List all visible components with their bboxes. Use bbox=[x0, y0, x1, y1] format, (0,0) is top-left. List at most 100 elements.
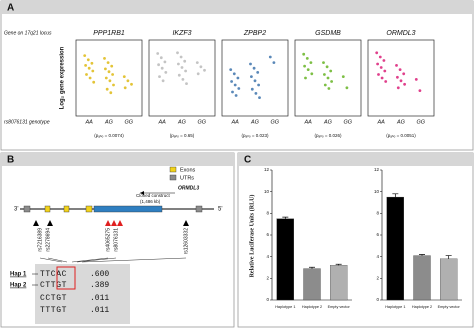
dot bbox=[302, 52, 306, 56]
snp-marker bbox=[33, 220, 189, 226]
x-tick-label: GG bbox=[344, 119, 353, 125]
plot-frame bbox=[367, 39, 435, 117]
dot bbox=[322, 61, 325, 64]
dot bbox=[85, 73, 88, 76]
haplotype-seq: TTCAC bbox=[40, 270, 67, 279]
dot bbox=[203, 68, 206, 72]
dot bbox=[398, 68, 402, 71]
x-tick-label: Empty vector bbox=[438, 305, 461, 309]
chart-title: GSDMB bbox=[315, 30, 341, 37]
highlight-box bbox=[56, 266, 76, 290]
legend-swatch bbox=[169, 174, 177, 181]
gene-label: Gene on 17q21 locus bbox=[4, 30, 52, 36]
snp-label: rs7216389 bbox=[37, 228, 43, 252]
dot bbox=[330, 80, 333, 83]
snp-label: rs8076131 bbox=[113, 228, 119, 252]
dot bbox=[161, 79, 165, 83]
dot bbox=[104, 67, 107, 71]
dot bbox=[418, 89, 422, 92]
dot bbox=[177, 62, 180, 66]
dot bbox=[181, 78, 185, 81]
hap-label: Hap 2 bbox=[10, 283, 27, 289]
dot bbox=[375, 51, 379, 55]
dot bbox=[176, 51, 179, 55]
panel-label: C bbox=[244, 155, 251, 166]
utr bbox=[23, 205, 31, 213]
dot bbox=[376, 62, 379, 66]
x-tick-label: Haplotype 1 bbox=[275, 305, 295, 309]
dot bbox=[377, 73, 380, 76]
dot bbox=[258, 96, 261, 99]
end-label: 5' bbox=[218, 207, 222, 213]
dot bbox=[341, 75, 345, 78]
dot bbox=[158, 75, 161, 78]
dot bbox=[323, 73, 326, 76]
x-tick-label: Empty vector bbox=[328, 305, 351, 309]
dot bbox=[106, 61, 110, 64]
error-bar bbox=[282, 216, 289, 219]
y-tick-label: 0 bbox=[376, 297, 379, 302]
panel-label: A bbox=[7, 3, 14, 14]
dot bbox=[83, 54, 87, 57]
dot bbox=[229, 68, 233, 71]
dot bbox=[395, 64, 398, 67]
error-bar bbox=[309, 266, 315, 269]
dot bbox=[112, 83, 115, 87]
dot bbox=[345, 86, 349, 90]
dot bbox=[234, 94, 238, 97]
y-tick-label: 4 bbox=[376, 254, 379, 259]
bar bbox=[276, 218, 294, 301]
error-bar bbox=[392, 193, 399, 198]
haplotype-seq: TTTGT bbox=[40, 306, 67, 315]
p-value: (pₐₙₒ = 0.65) bbox=[170, 133, 195, 138]
bar bbox=[413, 255, 431, 301]
dot bbox=[122, 75, 126, 78]
dot bbox=[256, 71, 260, 74]
utr bbox=[195, 205, 203, 213]
dot bbox=[160, 66, 164, 70]
dot bbox=[88, 76, 92, 80]
dot bbox=[396, 86, 400, 90]
haplotype-freq: .011 bbox=[90, 306, 109, 315]
sequence-box bbox=[35, 264, 130, 324]
dot bbox=[91, 69, 95, 73]
construct-label: (1,486 kb) bbox=[140, 199, 161, 204]
dot bbox=[195, 61, 199, 64]
dot bbox=[90, 61, 94, 65]
connector bbox=[39, 257, 187, 263]
gene-name: ORMDL3 bbox=[178, 185, 199, 191]
dot bbox=[163, 60, 167, 64]
dot bbox=[250, 87, 254, 91]
x-tick-label: AA bbox=[377, 119, 386, 125]
arrow-head bbox=[140, 191, 144, 195]
dot bbox=[164, 71, 168, 74]
x-tick-label: AA bbox=[304, 119, 313, 125]
bar bbox=[440, 258, 458, 301]
dot bbox=[180, 66, 184, 69]
dot bbox=[87, 66, 91, 70]
y-tick-label: 2 bbox=[266, 276, 269, 281]
dot bbox=[179, 55, 183, 59]
p-value: (pₐₙₒ = 0.0051) bbox=[386, 133, 416, 138]
dot bbox=[383, 69, 387, 73]
y-tick-label: 2 bbox=[376, 276, 379, 281]
dot bbox=[306, 68, 310, 71]
chart-title: PPP1RB1 bbox=[93, 30, 125, 37]
panel-c-header bbox=[238, 153, 473, 166]
dot bbox=[184, 69, 188, 73]
legend-label: Exons bbox=[180, 167, 196, 173]
x-tick-label: Haplotype 2 bbox=[412, 305, 432, 309]
dot bbox=[196, 72, 200, 76]
dot bbox=[233, 83, 237, 87]
error-bar bbox=[419, 254, 425, 256]
dot bbox=[325, 65, 329, 69]
dot bbox=[230, 80, 234, 83]
hap-label: Hap 1 bbox=[10, 272, 27, 278]
dot bbox=[380, 76, 384, 80]
bar bbox=[303, 268, 321, 301]
dot bbox=[111, 73, 114, 76]
chart-title: IKZF3 bbox=[172, 30, 191, 37]
dot bbox=[379, 66, 383, 69]
y-tick-label: 10 bbox=[374, 189, 380, 194]
bar bbox=[386, 196, 404, 301]
